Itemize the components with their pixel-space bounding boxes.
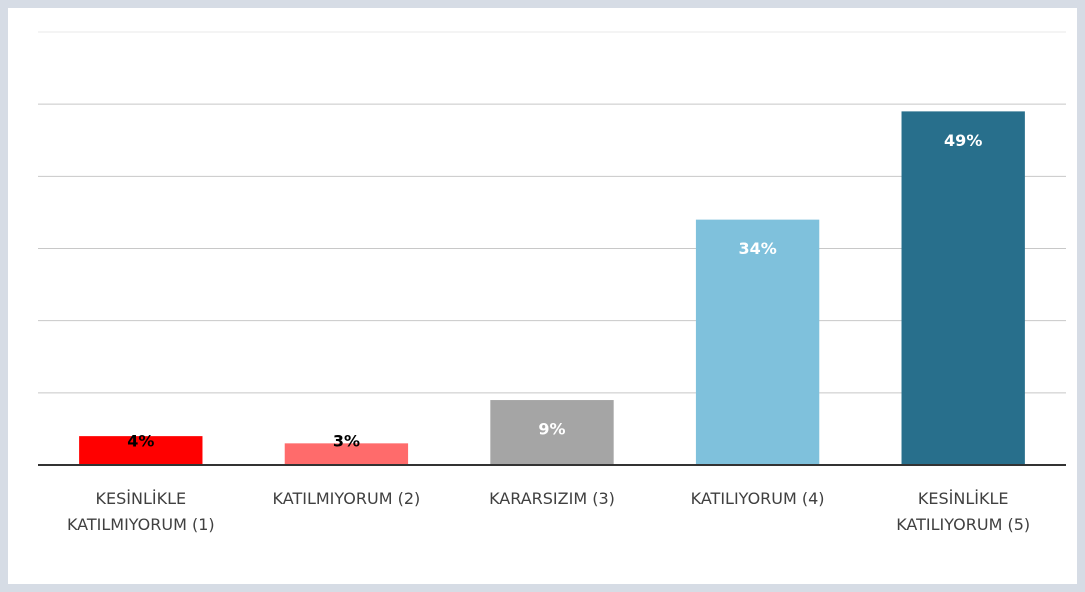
x-tick-label: KATILMIYORUM (2) (272, 489, 421, 508)
x-tick-label: KARARSIZIM (3) (489, 489, 615, 508)
x-tick-label: KATILIYORUM (4) (690, 489, 825, 508)
value-label: 3% (333, 432, 360, 451)
bar (284, 443, 409, 465)
x-tick-label: KESİNLİKLE KATILMIYORUM (1) (66, 489, 215, 534)
bar (901, 111, 1025, 465)
x-tick-label: KESİNLİKLE KATILIYORUM (5) (896, 489, 1031, 534)
value-label: 4% (127, 432, 154, 451)
bar (490, 400, 614, 465)
value-label: 9% (538, 420, 565, 439)
value-label: 49% (944, 131, 982, 150)
bar (79, 436, 203, 465)
bar (695, 219, 820, 465)
value-label: 34% (738, 239, 776, 258)
